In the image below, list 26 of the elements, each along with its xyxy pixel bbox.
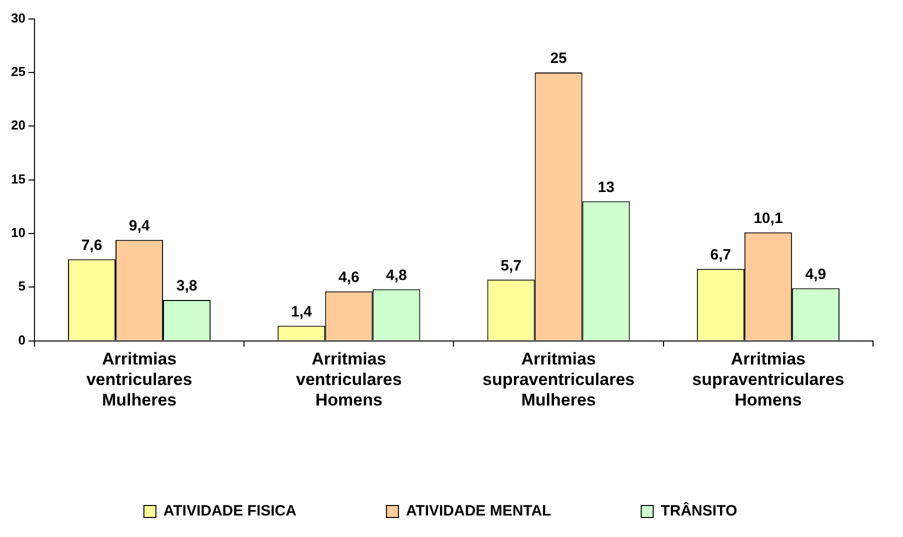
data-label: 4,6	[338, 269, 360, 286]
legend-label: TRÂNSITO	[660, 502, 738, 520]
data-label: 5,7	[500, 257, 522, 274]
data-label: 3,8	[176, 278, 198, 295]
x-tick-label: Arritmias ventriculares Mulheres	[86, 350, 192, 410]
data-label: 13	[598, 178, 614, 196]
data-label: 4,8	[386, 266, 407, 284]
y-tick-label: 15	[10, 171, 26, 186]
data-label: 9,4	[128, 218, 150, 235]
data-label: 1,4	[290, 303, 312, 320]
data-label: 10,1	[754, 210, 783, 228]
y-tick-label: 30	[10, 10, 26, 26]
legend-label: ATIVIDADE MENTAL	[406, 502, 552, 520]
x-tick-label: Arritmias supraventriculares Mulheres	[482, 350, 635, 410]
y-tick-label: 5	[18, 278, 26, 294]
legend-label: ATIVIDADE FISICA	[163, 502, 297, 520]
y-tick-label: 25	[10, 64, 26, 80]
x-tick-label: Arritmias ventriculares Homens	[296, 350, 402, 410]
data-label: 6,7	[710, 246, 732, 264]
y-tick-label: 0	[18, 332, 26, 348]
data-label: 4,9	[805, 266, 826, 283]
data-label: 7,6	[81, 236, 102, 254]
x-tick-label: Arritmias supraventriculares Homens	[692, 350, 844, 410]
y-tick-label: 10	[10, 225, 26, 240]
data-label: 25	[550, 50, 567, 68]
y-tick-label: 20	[10, 118, 26, 133]
